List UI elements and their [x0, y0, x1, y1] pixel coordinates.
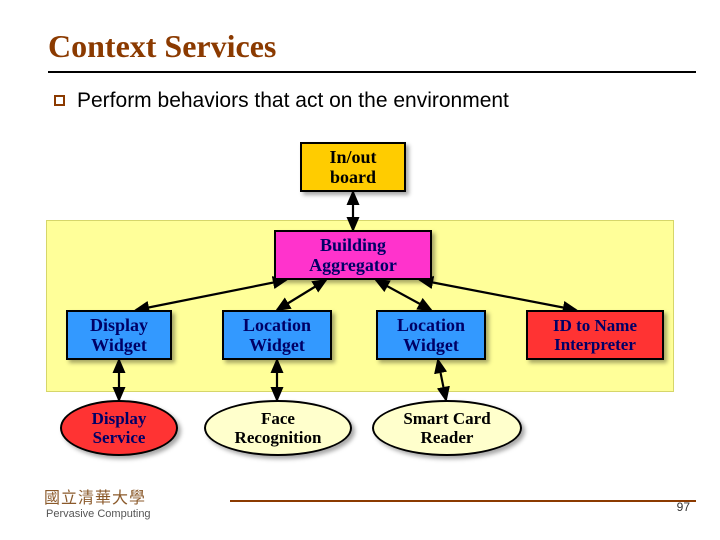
node-locw1: Location Widget [222, 310, 332, 360]
node-agg: Building Aggregator [274, 230, 432, 280]
node-label-dispw: Display Widget [90, 315, 148, 355]
node-face: Face Recognition [204, 400, 352, 456]
diagram-canvas: In/out board Building Aggregator Display W… [46, 142, 674, 472]
node-label-dispsvc: Display Service [92, 409, 147, 447]
university-logo: 國立清華大學 [44, 484, 146, 508]
footer-rule [230, 500, 696, 502]
slide-title: Context Services [48, 28, 720, 65]
node-label-smart: Smart Card Reader [403, 409, 490, 447]
bullet-marker-icon [54, 95, 65, 106]
node-inout: In/out board [300, 142, 406, 192]
node-label-face: Face Recognition [235, 409, 322, 447]
node-smart: Smart Card Reader [372, 400, 522, 456]
node-locw2: Location Widget [376, 310, 486, 360]
node-label-locw1: Location Widget [243, 315, 311, 355]
node-idname: ID to Name Interpreter [526, 310, 664, 360]
node-dispw: Display Widget [66, 310, 172, 360]
node-label-inout: In/out board [329, 147, 376, 187]
bullet-line: Perform behaviors that act on the enviro… [0, 73, 720, 113]
footer-left-text: Pervasive Computing [46, 508, 151, 520]
node-label-agg: Building Aggregator [309, 235, 397, 275]
page-number: 97 [677, 500, 690, 514]
node-label-locw2: Location Widget [397, 315, 465, 355]
node-dispsvc: Display Service [60, 400, 178, 456]
bullet-text: Perform behaviors that act on the enviro… [77, 89, 509, 112]
node-label-idname: ID to Name Interpreter [553, 316, 637, 354]
